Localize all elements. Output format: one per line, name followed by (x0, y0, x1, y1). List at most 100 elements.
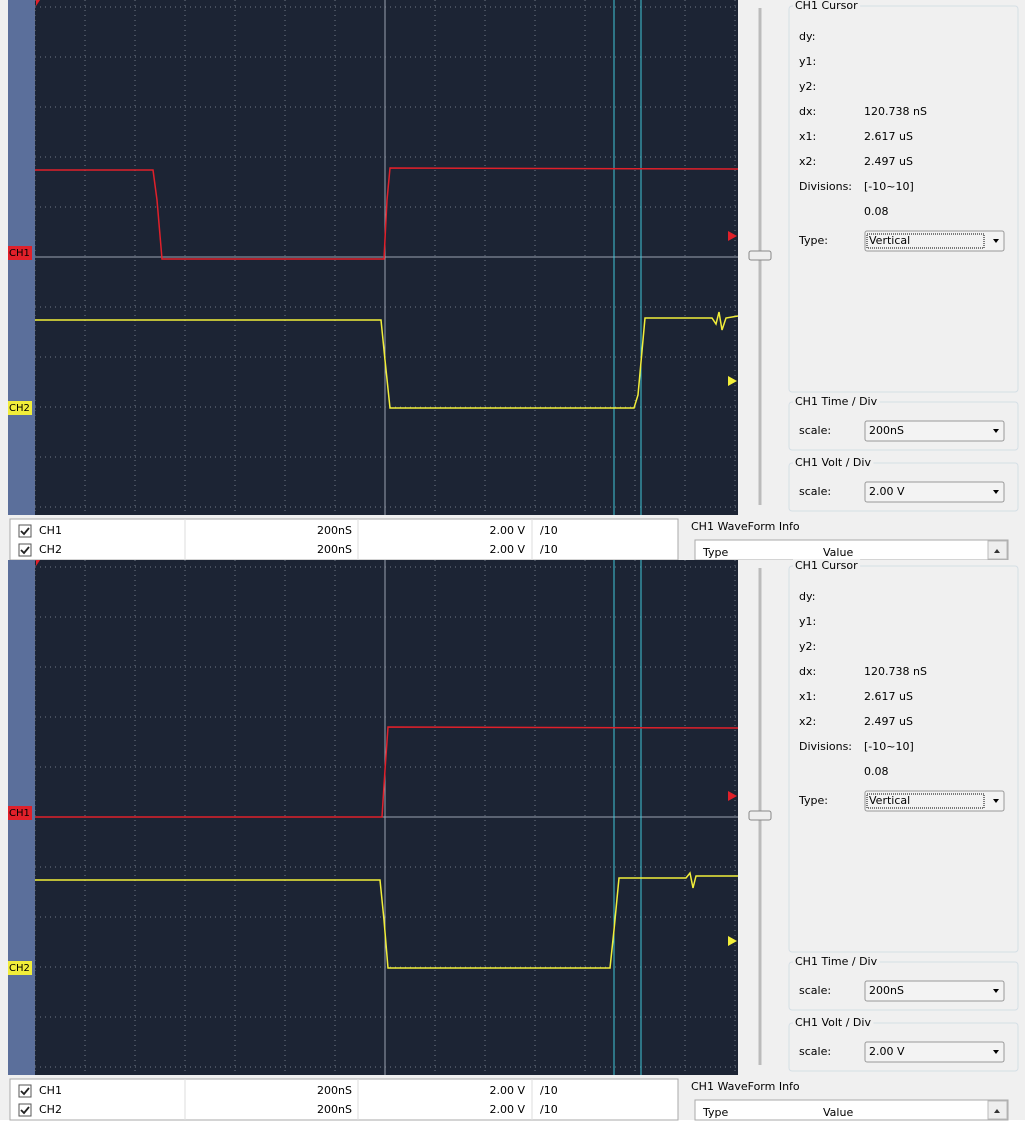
scale-label: scale: (799, 424, 831, 437)
waveform-info-title: CH1 WaveForm Info (691, 1080, 800, 1093)
cursor-field-label: dx: (799, 665, 816, 678)
dropdown-value: 2.00 V (869, 485, 905, 498)
dropdown-arrow (993, 239, 999, 243)
scope-panel: CH1 CH2 CH1 Cursor dy: y1: y2: dx: 120.738 nS x1… (0, 559, 1025, 1121)
dropdown[interactable] (864, 481, 1005, 503)
time-div-group-title: CH1 Time / Div (795, 395, 878, 408)
channel-tag-label: CH2 (9, 963, 30, 974)
ch2-waveform (35, 871, 738, 969)
cursor-field-label: dy: (799, 30, 815, 43)
type-label: Type: (798, 794, 828, 807)
volt-div-group (788, 462, 1019, 512)
volt-div-group (788, 1022, 1019, 1072)
dropdown[interactable] (864, 1041, 1005, 1063)
title-background (793, 395, 880, 408)
time-div-group (788, 961, 1019, 1011)
channel-probe: /10 (540, 543, 558, 556)
dropdown[interactable] (864, 420, 1005, 442)
channel-name: CH2 (39, 1103, 62, 1116)
channel-time: 200nS (317, 524, 352, 537)
cursor-field-label: x2: (799, 715, 816, 728)
cursor-field-label: dx: (799, 105, 816, 118)
time-div-group-title: CH1 Time / Div (795, 955, 878, 968)
channel-time: 200nS (317, 543, 352, 556)
cursor-field-label: y1: (799, 615, 816, 628)
cursor-field-value: 2.617 uS (864, 690, 913, 703)
channel-tag (8, 806, 32, 820)
dropdown-focus (866, 233, 985, 249)
scroll-arrow (994, 1109, 1000, 1113)
channel-checkbox[interactable] (18, 1084, 32, 1098)
ch1-waveform (35, 167, 739, 260)
waveform-info-column: Type (702, 1106, 728, 1119)
ch2-level-marker (728, 936, 737, 946)
checkmark (20, 1106, 30, 1115)
title-background (793, 0, 861, 12)
cursor-group-title: CH1 Cursor (795, 559, 858, 572)
channel-volt: 2.00 V (489, 1084, 525, 1097)
channel-tag-label: CH2 (9, 403, 30, 414)
cursor-field-label: y1: (799, 55, 816, 68)
checkmark (20, 1087, 30, 1096)
dropdown[interactable] (864, 230, 1005, 252)
channel-name: CH2 (39, 543, 62, 556)
cursor-field-value: 0.08 (864, 205, 889, 218)
cursor-group-title: CH1 Cursor (795, 0, 858, 12)
cursor-field-label: x1: (799, 690, 816, 703)
ch2-level-marker (728, 376, 737, 386)
channel-probe: /10 (540, 524, 558, 537)
cursor-field-label: y2: (799, 640, 816, 653)
slider-thumb[interactable] (748, 250, 772, 261)
cursor-field-value: 2.497 uS (864, 155, 913, 168)
channel-tag-label: CH1 (9, 248, 30, 259)
channel-name: CH1 (39, 524, 62, 537)
dropdown-value: 200nS (869, 984, 904, 997)
dropdown-value: Vertical (869, 794, 910, 807)
checkmark (20, 546, 30, 555)
cursor-field-label: Divisions: (799, 180, 852, 193)
channel-checkbox[interactable] (18, 1103, 32, 1117)
title-background (793, 1016, 874, 1029)
waveform-info-title: CH1 WaveForm Info (691, 520, 800, 533)
dropdown-arrow (993, 989, 999, 993)
ch1-waveform (35, 726, 739, 818)
dropdown-value: 200nS (869, 424, 904, 437)
slider-thumb[interactable] (748, 810, 772, 821)
waveform-info-column: Value (823, 1106, 853, 1119)
time-div-group (788, 401, 1019, 451)
trigger-marker (36, 560, 40, 566)
title-background (793, 559, 861, 572)
cursor-field-label: x2: (799, 155, 816, 168)
dropdown-arrow (993, 799, 999, 803)
dropdown[interactable] (864, 790, 1005, 812)
channel-volt: 2.00 V (489, 543, 525, 556)
checkmark (20, 527, 30, 536)
cursor-group (788, 5, 1019, 393)
cursor-group (788, 565, 1019, 953)
trigger-marker (36, 0, 40, 6)
cursor-field-value: [-10~10] (864, 180, 914, 193)
volt-div-group-title: CH1 Volt / Div (795, 456, 871, 469)
cursor-field-label: x1: (799, 130, 816, 143)
channel-time: 200nS (317, 1103, 352, 1116)
ch1-level-marker (728, 231, 737, 241)
scroll-arrow (994, 549, 1000, 553)
dropdown-value: 2.00 V (869, 1045, 905, 1058)
cursor-field-value: 120.738 nS (864, 105, 927, 118)
channel-tag (8, 246, 32, 260)
channel-probe: /10 (540, 1084, 558, 1097)
channel-tag (8, 401, 32, 415)
channel-checkbox[interactable] (18, 524, 32, 538)
type-label: Type: (798, 234, 828, 247)
cursor-field-value: 2.617 uS (864, 130, 913, 143)
channel-volt: 2.00 V (489, 1103, 525, 1116)
channel-table (9, 518, 679, 561)
channel-time: 200nS (317, 1084, 352, 1097)
dropdown[interactable] (864, 980, 1005, 1002)
waveform-info-column: Type (702, 546, 728, 559)
channel-name: CH1 (39, 1084, 62, 1097)
dropdown-arrow (993, 490, 999, 494)
dropdown-arrow (993, 429, 999, 433)
channel-checkbox[interactable] (18, 543, 32, 557)
